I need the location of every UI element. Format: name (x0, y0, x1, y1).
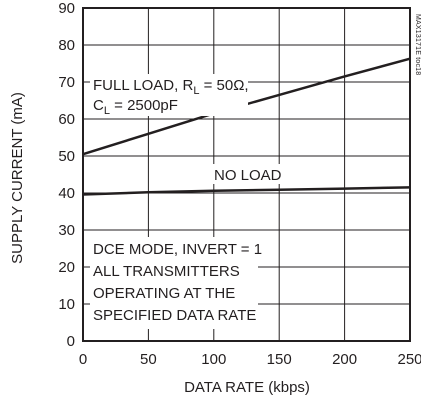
y-tick-label: 0 (67, 333, 75, 350)
no-load-label: NO LOAD (214, 167, 282, 184)
no-load-line (82, 186, 411, 196)
y-tick-label: 80 (58, 37, 75, 54)
x-tick-label: 50 (140, 351, 157, 368)
full-load-line2-sub: L (104, 105, 110, 117)
no-load-label-bg (210, 164, 280, 184)
x-tick-label: 0 (79, 351, 87, 368)
y-tick-label: 60 (58, 111, 75, 128)
full-load-label-bg (90, 74, 248, 116)
x-axis-label: DATA RATE (kbps) (184, 379, 310, 396)
full-load-label-line2: CL = 2500pF (93, 97, 178, 117)
condition-line-2: ALL TRANSMITTERS (93, 263, 240, 280)
y-tick-label: 10 (58, 296, 75, 313)
plot-frame (82, 7, 411, 342)
y-tick-label: 20 (58, 259, 75, 276)
y-tick-label: 90 (58, 0, 75, 17)
condition-line-3: OPERATING AT THE (93, 285, 235, 302)
y-tick-label: 30 (58, 222, 75, 239)
condition-line-1: DCE MODE, INVERT = 1 (93, 241, 262, 258)
x-tick-label: 250 (397, 351, 421, 368)
x-tick-label: 150 (267, 351, 292, 368)
y-axis-label: SUPPLY CURRENT (mA) (9, 92, 26, 264)
full-load-line2-prefix: C (93, 97, 104, 114)
condition-line-4: SPECIFIED DATA RATE (93, 307, 256, 324)
x-tick-label: 200 (332, 351, 357, 368)
condition-note-bg (90, 237, 258, 329)
full-load-label-line1: FULL LOAD, RL = 50Ω, (93, 77, 249, 97)
x-tick-label: 100 (201, 351, 226, 368)
figure-id-watermark: MAX13171E toc18 (414, 14, 421, 75)
y-tick-label: 70 (58, 74, 75, 91)
y-tick-label: 50 (58, 148, 75, 165)
full-load-line1-suffix: = 50Ω, (199, 77, 248, 94)
y-tick-label: 40 (58, 185, 75, 202)
tick-labels: 0 50 100 150 200 250 0 10 20 30 40 50 60 70 80 90 (58, 0, 421, 368)
full-load-line1-prefix: FULL LOAD, R (93, 77, 193, 94)
full-load-line2-suffix: = 2500pF (110, 97, 178, 114)
full-load-line1-sub: L (193, 85, 199, 97)
